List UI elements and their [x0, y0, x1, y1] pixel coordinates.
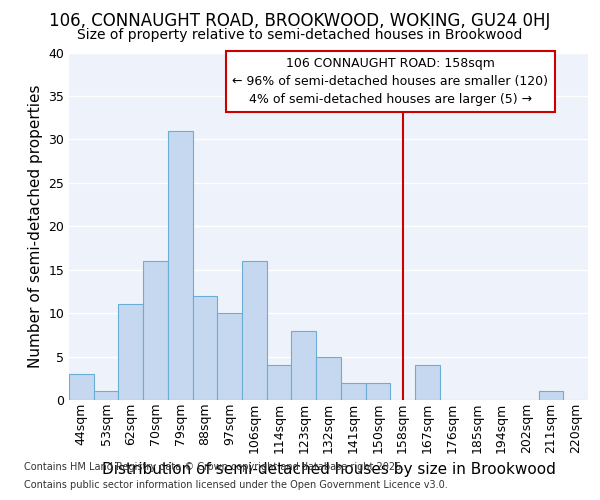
Bar [168, 130, 193, 400]
Bar [341, 382, 365, 400]
Text: Contains public sector information licensed under the Open Government Licence v3: Contains public sector information licen… [24, 480, 448, 490]
Text: 106, CONNAUGHT ROAD, BROOKWOOD, WOKING, GU24 0HJ: 106, CONNAUGHT ROAD, BROOKWOOD, WOKING, … [49, 12, 551, 30]
Bar [242, 261, 267, 400]
Bar [267, 365, 292, 400]
Bar [316, 356, 341, 400]
Bar [539, 392, 563, 400]
Bar [118, 304, 143, 400]
Bar [292, 330, 316, 400]
X-axis label: Distribution of semi-detached houses by size in Brookwood: Distribution of semi-detached houses by … [101, 462, 556, 476]
Bar [217, 313, 242, 400]
Bar [415, 365, 440, 400]
Text: 106 CONNAUGHT ROAD: 158sqm
← 96% of semi-detached houses are smaller (120)
4% of: 106 CONNAUGHT ROAD: 158sqm ← 96% of semi… [232, 57, 548, 106]
Y-axis label: Number of semi-detached properties: Number of semi-detached properties [28, 84, 43, 368]
Bar [143, 261, 168, 400]
Text: Contains HM Land Registry data © Crown copyright and database right 2025.: Contains HM Land Registry data © Crown c… [24, 462, 404, 472]
Bar [94, 392, 118, 400]
Text: Size of property relative to semi-detached houses in Brookwood: Size of property relative to semi-detach… [77, 28, 523, 42]
Bar [69, 374, 94, 400]
Bar [193, 296, 217, 400]
Bar [365, 382, 390, 400]
